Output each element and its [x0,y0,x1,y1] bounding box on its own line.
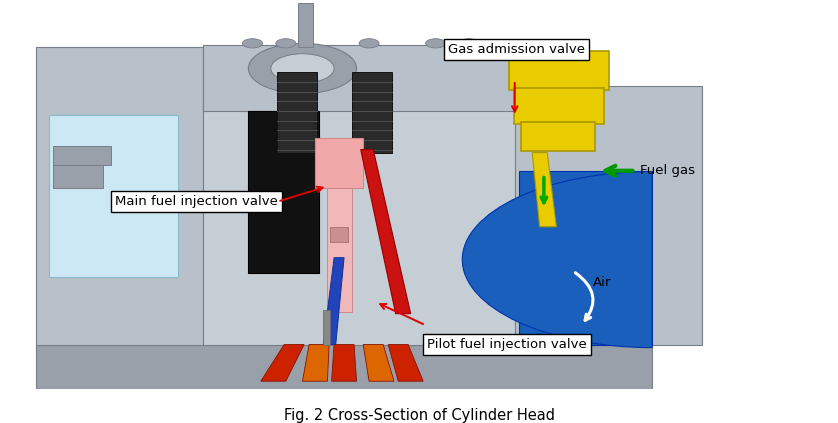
FancyBboxPatch shape [298,3,313,47]
Circle shape [426,38,446,48]
Circle shape [276,38,296,48]
Polygon shape [360,149,411,313]
Text: Air: Air [593,276,612,289]
Text: Fuel gas: Fuel gas [639,164,695,177]
FancyBboxPatch shape [36,47,203,344]
FancyBboxPatch shape [330,227,349,242]
FancyBboxPatch shape [203,47,552,344]
Polygon shape [532,153,556,227]
FancyBboxPatch shape [323,310,330,344]
Circle shape [248,43,356,93]
FancyBboxPatch shape [353,72,392,154]
Circle shape [271,54,334,83]
Circle shape [242,38,262,48]
FancyBboxPatch shape [277,72,318,154]
FancyBboxPatch shape [315,138,363,188]
Wedge shape [463,172,652,348]
Circle shape [459,38,479,48]
FancyBboxPatch shape [49,115,178,277]
Polygon shape [332,344,356,381]
Text: Fig. 2 Cross-Section of Cylinder Head: Fig. 2 Cross-Section of Cylinder Head [283,408,555,423]
Polygon shape [323,258,344,344]
Text: Main fuel injection valve: Main fuel injection valve [115,195,278,208]
FancyBboxPatch shape [203,45,519,111]
FancyBboxPatch shape [514,88,604,124]
Text: Pilot fuel injection valve: Pilot fuel injection valve [427,338,587,351]
FancyBboxPatch shape [248,111,319,273]
Polygon shape [303,344,329,381]
FancyBboxPatch shape [519,171,652,344]
FancyBboxPatch shape [3,3,835,389]
Circle shape [359,38,379,48]
FancyBboxPatch shape [36,344,652,389]
FancyBboxPatch shape [509,51,608,90]
FancyBboxPatch shape [515,86,702,344]
Polygon shape [363,344,394,381]
FancyBboxPatch shape [53,146,111,165]
FancyBboxPatch shape [53,165,103,188]
Text: Gas admission valve: Gas admission valve [448,43,585,55]
Polygon shape [388,344,423,381]
FancyBboxPatch shape [520,123,596,151]
Polygon shape [261,344,304,381]
FancyBboxPatch shape [328,188,353,312]
